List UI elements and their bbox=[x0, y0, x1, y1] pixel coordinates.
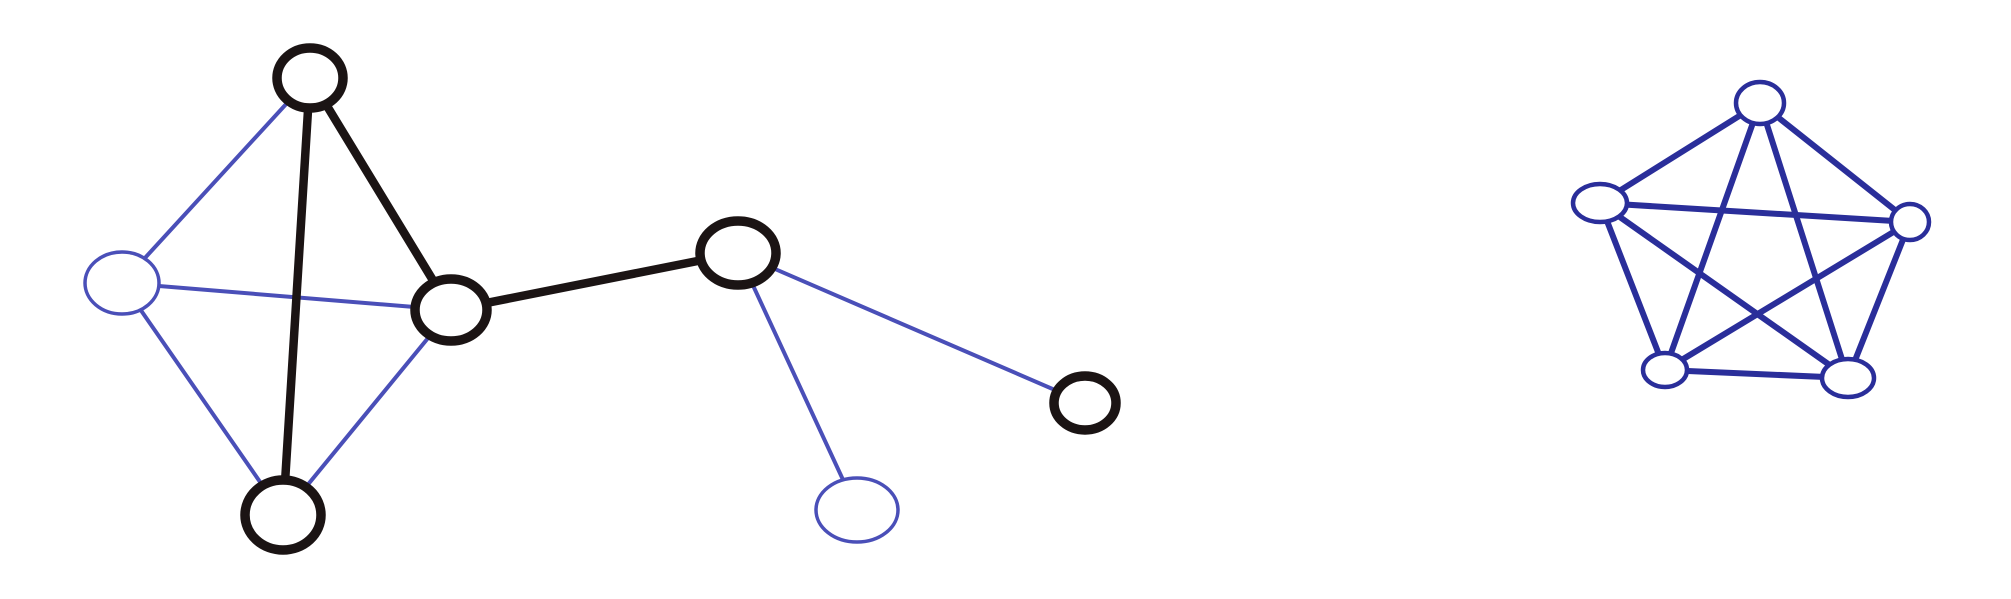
node-E bbox=[695, 216, 781, 290]
edge-P1-P4 bbox=[1662, 100, 1763, 373]
edge-P2-P3 bbox=[1597, 200, 1913, 225]
node-G bbox=[814, 476, 900, 544]
edge-E-G bbox=[736, 251, 859, 512]
edge-A-B bbox=[120, 76, 312, 285]
edge-P1-P5 bbox=[1757, 100, 1851, 381]
node-P3 bbox=[1888, 201, 1932, 243]
edge-D-C bbox=[281, 308, 453, 517]
edge-P1-P3 bbox=[1757, 100, 1913, 225]
edge-P2-P4 bbox=[1597, 200, 1668, 373]
edge-P3-P4 bbox=[1662, 219, 1913, 373]
node-A bbox=[272, 43, 348, 113]
node-D bbox=[240, 475, 326, 555]
edge-P1-P2 bbox=[1597, 100, 1763, 206]
edge-A-C bbox=[305, 73, 456, 315]
edge-B-C bbox=[120, 281, 453, 312]
node-B bbox=[83, 250, 161, 316]
node-F bbox=[1049, 371, 1121, 435]
edge-P2-P5 bbox=[1597, 200, 1851, 381]
nodes-layer bbox=[83, 43, 1932, 555]
edge-C-E bbox=[446, 248, 743, 315]
node-C bbox=[410, 274, 492, 346]
node-P1 bbox=[1733, 79, 1787, 127]
edges-layer bbox=[120, 73, 1913, 520]
edge-P3-P5 bbox=[1845, 219, 1913, 381]
edge-A-D bbox=[278, 73, 315, 520]
node-P2 bbox=[1570, 181, 1630, 225]
edge-P4-P5 bbox=[1662, 367, 1851, 381]
edge-B-D bbox=[120, 281, 285, 517]
node-P4 bbox=[1640, 350, 1690, 390]
node-P5 bbox=[1819, 356, 1877, 400]
edge-E-F bbox=[736, 251, 1087, 405]
